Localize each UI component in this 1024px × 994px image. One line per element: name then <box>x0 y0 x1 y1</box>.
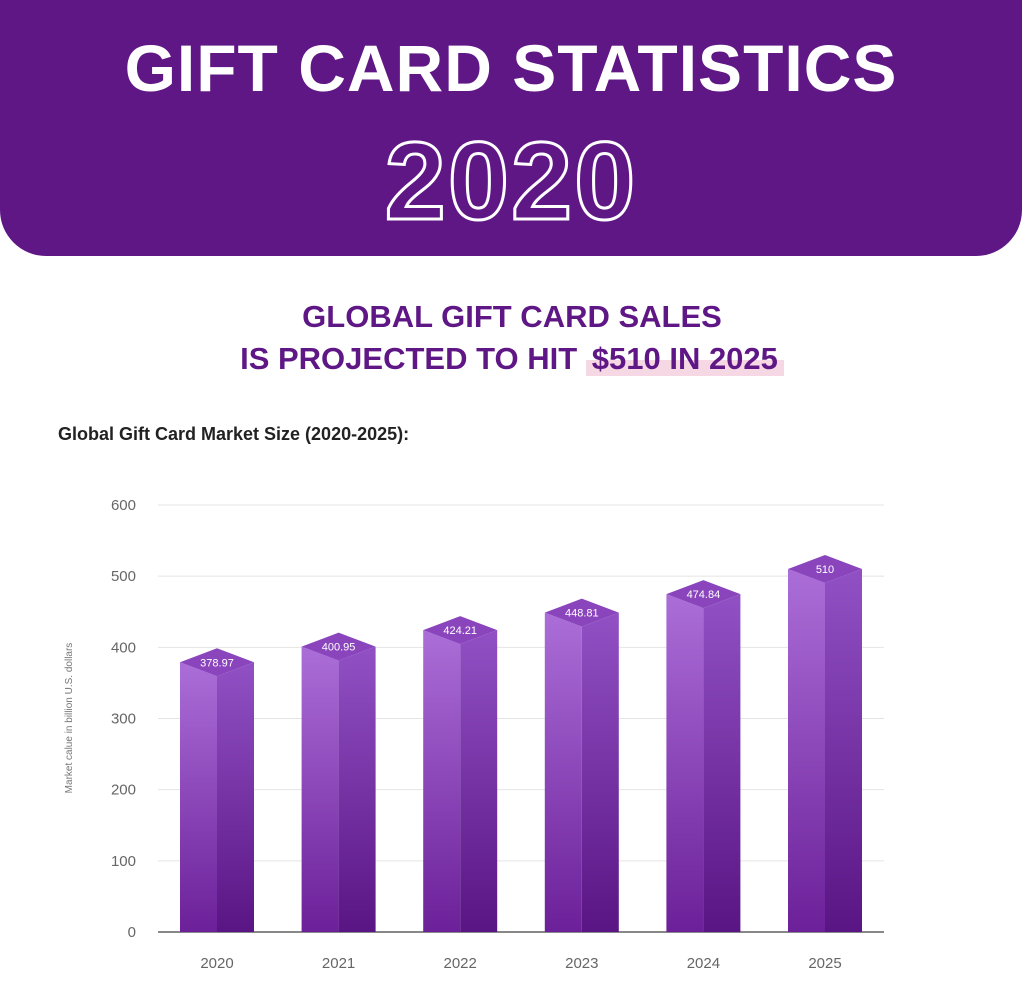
y-tick-label: 0 <box>128 924 136 941</box>
bar-top-face <box>544 598 619 627</box>
bar-value-label: 510 <box>816 564 834 576</box>
bar-value-label: 424.21 <box>443 625 477 637</box>
bar-top-face <box>180 648 254 677</box>
bar-left-face <box>544 612 582 932</box>
x-tick-label: 2024 <box>687 955 720 972</box>
bar-left-face <box>423 630 461 932</box>
bar-value-label: 378.97 <box>200 657 234 669</box>
bar-top-face <box>788 555 862 584</box>
x-tick-label: 2023 <box>565 955 598 972</box>
x-tick-label: 2022 <box>444 955 477 972</box>
bar-top-face <box>666 580 741 609</box>
y-tick-label: 300 <box>111 711 136 728</box>
bar-top-face <box>301 632 376 661</box>
bar-right-face <box>581 612 619 932</box>
y-tick-label: 500 <box>111 568 136 585</box>
y-tick-label: 400 <box>111 639 136 656</box>
headline-line1: GLOBAL GIFT CARD SALES <box>302 299 722 334</box>
header-year: 2020 <box>383 119 638 245</box>
headline-highlight: $510 IN 2025 <box>585 341 784 376</box>
y-axis-label: Market calue in billion U.S. dollars <box>64 643 75 794</box>
y-tick-label: 600 <box>111 497 136 514</box>
x-tick-label: 2021 <box>322 955 355 972</box>
bar-right-face <box>460 630 498 932</box>
bar-left-face <box>666 594 704 932</box>
x-tick-label: 2025 <box>808 955 841 972</box>
headline-prefix: IS PROJECTED TO HIT <box>240 341 586 376</box>
header-title: GIFT CARD STATISTICS <box>124 31 898 105</box>
headline: GLOBAL GIFT CARD SALES IS PROJECTED TO H… <box>0 296 1024 380</box>
bar-right-face <box>703 594 741 932</box>
x-tick-label: 2020 <box>200 955 233 972</box>
bar-right-face <box>338 646 376 932</box>
bar-value-label: 400.95 <box>322 642 356 654</box>
header-banner: GIFT CARD STATISTICS 2020 <box>0 0 1022 256</box>
bar-left-face <box>301 646 339 932</box>
bar-right-face <box>825 569 862 932</box>
bar-value-label: 474.84 <box>687 589 721 601</box>
bar-left-face <box>788 569 825 932</box>
bar-left-face <box>180 662 217 932</box>
bar-top-face <box>423 616 498 645</box>
y-tick-label: 100 <box>111 853 136 870</box>
bar-right-face <box>217 662 254 932</box>
bar-value-label: 448.81 <box>565 608 599 620</box>
y-tick-label: 200 <box>111 782 136 799</box>
chart-title: Global Gift Card Market Size (2020-2025)… <box>58 424 410 444</box>
headline-line2: IS PROJECTED TO HIT $510 IN 2025 <box>0 338 1024 380</box>
